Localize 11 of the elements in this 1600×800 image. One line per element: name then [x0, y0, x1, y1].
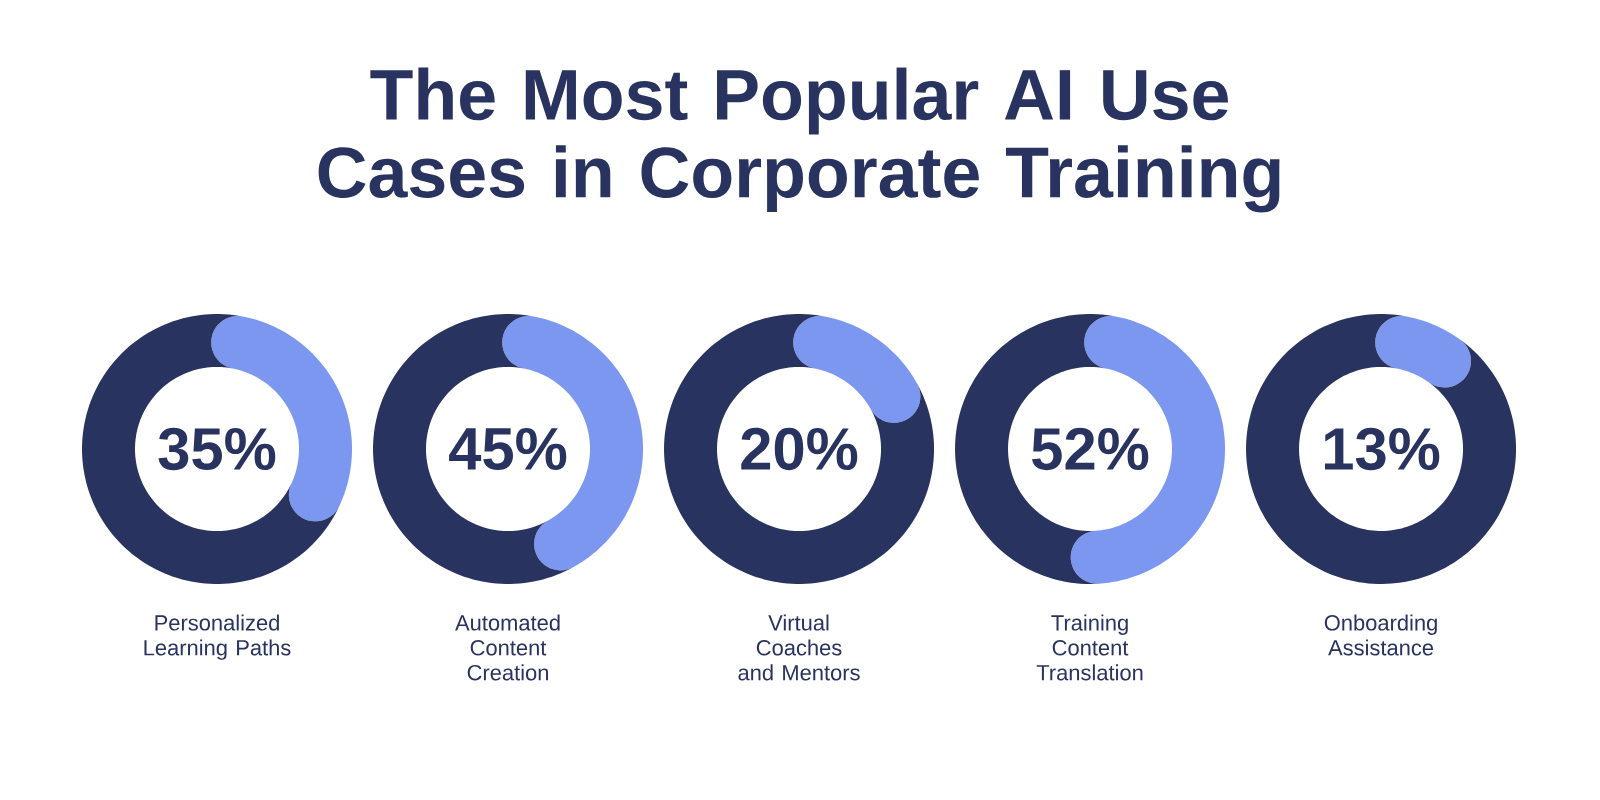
text: Automated Content Creation	[455, 614, 560, 681]
text: The Most Popular AI Use Cases in Corporate Training	[318, 67, 1280, 213]
text: 52%	[1032, 427, 1149, 471]
text: Virtual Coaches and Mentors	[738, 614, 860, 681]
text: Training Content Translation	[1036, 614, 1143, 681]
text: Personalized Learning Paths	[144, 614, 291, 660]
text: Onboarding Assistance	[1324, 614, 1437, 656]
text: 20%	[741, 427, 858, 471]
text: 13%	[1324, 427, 1440, 471]
text: 45%	[449, 427, 567, 471]
text: 35%	[158, 427, 276, 471]
